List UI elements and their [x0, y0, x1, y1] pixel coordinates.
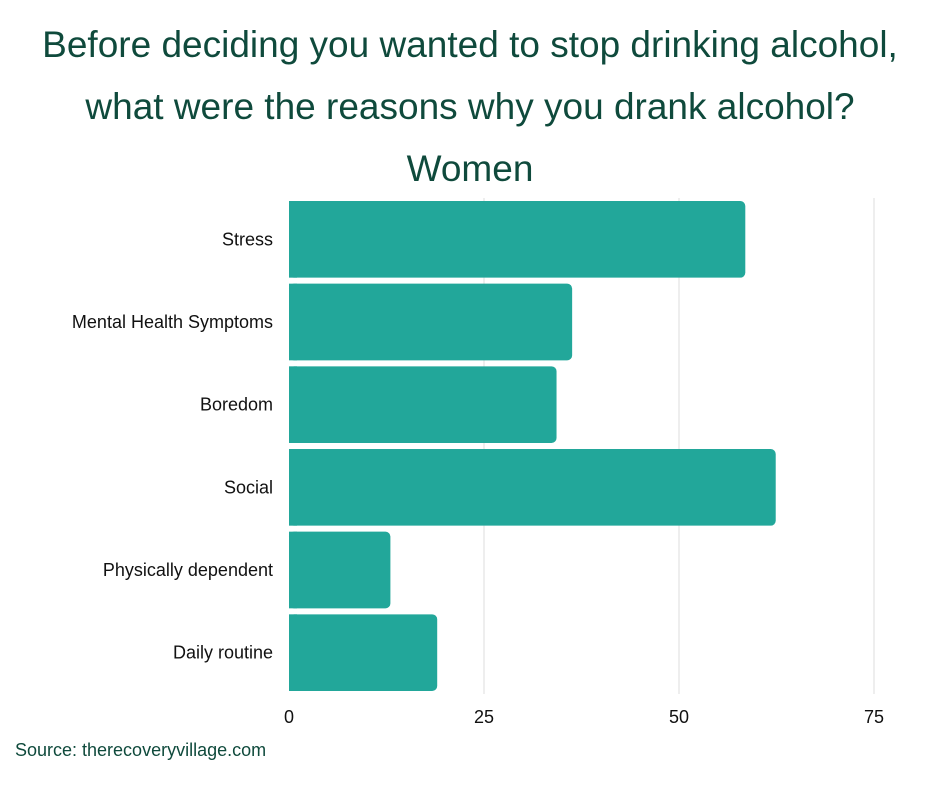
source-note: Source: therecoveryvillage.com — [15, 740, 267, 760]
bar — [289, 201, 746, 278]
bar-left-edge — [289, 531, 297, 609]
bar-group — [289, 283, 573, 361]
bar-left-edge — [289, 283, 297, 361]
bar — [289, 614, 438, 691]
bar-group — [289, 531, 391, 609]
bar-group — [289, 614, 438, 691]
x-tick-label: 75 — [864, 707, 884, 727]
bar — [289, 283, 573, 361]
bars — [289, 201, 776, 691]
category-label: Daily routine — [173, 643, 273, 663]
x-tick-label: 0 — [284, 707, 294, 727]
bar-left-edge — [289, 614, 297, 691]
category-label: Mental Health Symptoms — [72, 312, 273, 332]
bar-left-edge — [289, 366, 297, 443]
x-axis-ticks: 0 25 50 75 — [284, 707, 884, 727]
x-tick-label: 25 — [474, 707, 494, 727]
chart-title-line-1: Before deciding you wanted to stop drink… — [42, 24, 898, 65]
gridlines — [483, 198, 875, 694]
chart-title-line-3: Women — [406, 148, 534, 189]
bar-group — [289, 201, 746, 278]
bar-group — [289, 449, 776, 526]
bar-group — [289, 366, 557, 443]
category-label: Social — [224, 477, 273, 497]
bar — [289, 531, 391, 609]
bar-left-edge — [289, 201, 297, 278]
category-label: Stress — [222, 229, 273, 249]
bar — [289, 366, 557, 443]
category-label: Boredom — [200, 395, 273, 415]
category-label: Physically dependent — [103, 560, 273, 580]
chart-title: Before deciding you wanted to stop drink… — [0, 14, 940, 200]
bar — [289, 449, 776, 526]
bar-left-edge — [289, 449, 297, 526]
category-labels: Stress Mental Health Symptoms Boredom Socia… — [72, 229, 273, 662]
x-tick-label: 50 — [669, 707, 689, 727]
chart-title-line-2: what were the reasons why you drank alco… — [85, 86, 855, 127]
